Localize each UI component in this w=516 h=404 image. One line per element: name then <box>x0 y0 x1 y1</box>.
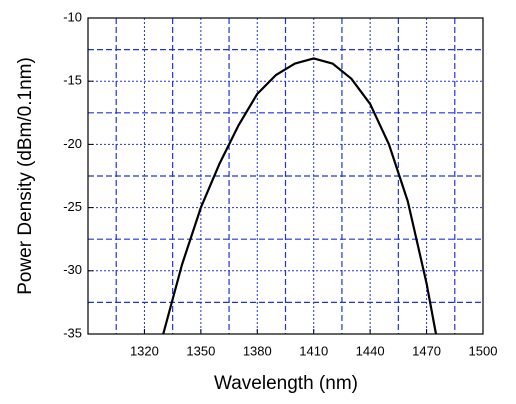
x-tick-label: 1440 <box>356 343 385 358</box>
y-tick-label: -35 <box>63 325 82 340</box>
x-tick-label: 1470 <box>412 343 441 358</box>
x-tick-label: 1500 <box>469 343 498 358</box>
y-tick-label: -15 <box>63 73 82 88</box>
x-tick-label: 1380 <box>243 343 272 358</box>
y-tick-label: -10 <box>63 9 82 24</box>
x-axis-title: Wavelength (nm) <box>214 373 358 394</box>
y-tick-label: -30 <box>63 262 82 277</box>
x-tick-label: 1410 <box>299 343 328 358</box>
x-tick-label: 1350 <box>186 343 215 358</box>
y-tick-label: -20 <box>63 136 82 151</box>
plot-frame <box>87 17 484 335</box>
x-tick-label: 1320 <box>130 343 159 358</box>
y-axis-title: Power Density (dBm/0.1nm) <box>15 57 36 295</box>
data-line <box>162 57 438 335</box>
y-tick-label: -25 <box>63 199 82 214</box>
